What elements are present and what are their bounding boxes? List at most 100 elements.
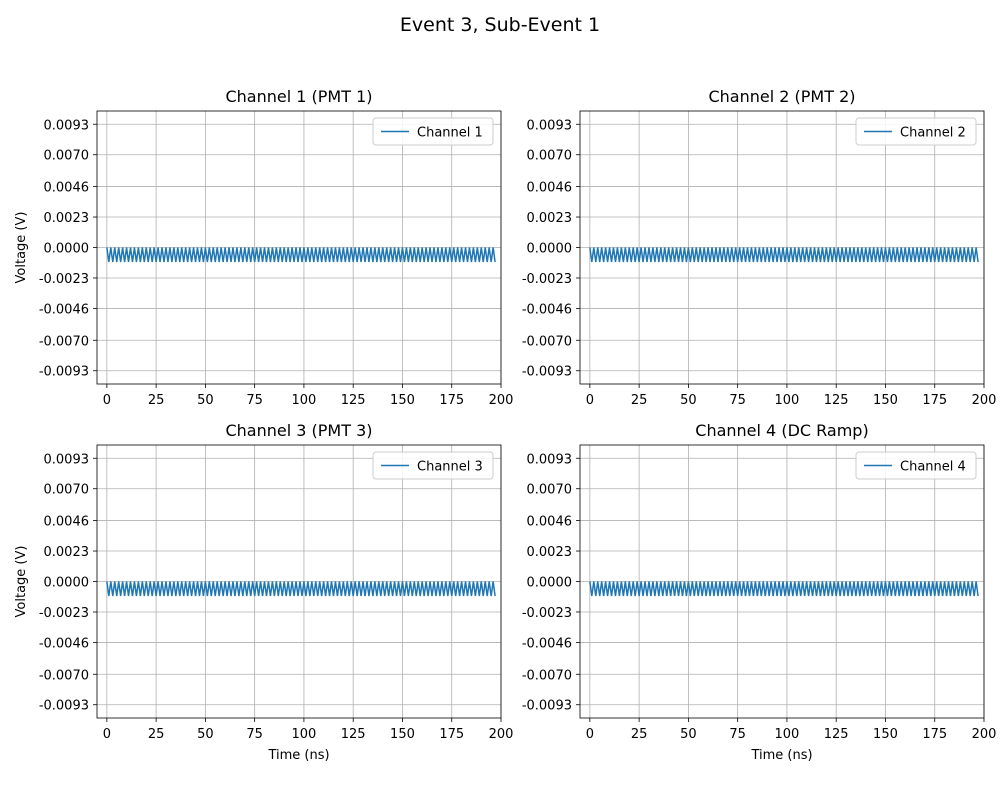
legend: Channel 2 (855, 117, 977, 146)
x-tick-label: 50 (680, 727, 697, 742)
chart-panel-2: 0 25 50 75 100 125 150 175 200 0.0093 0.0070 0.0046… (522, 87, 997, 408)
legend-box (372, 117, 494, 146)
x-tick-label: 25 (631, 393, 648, 408)
y-tick-label: -0.0070 (39, 668, 89, 683)
x-tick-label: 25 (631, 727, 648, 742)
series-line-channel-3 (106, 581, 496, 597)
y-tick-label: 0.0093 (527, 118, 573, 133)
y-tick-label: -0.0023 (39, 272, 89, 287)
chart-panel-1: 0 25 50 75 100 125 150 175 200 0.0093 0.0070 0.0046… (14, 87, 513, 408)
y-tick-label: -0.0070 (522, 668, 572, 683)
y-tick-label: 0.0070 (527, 483, 573, 498)
x-tick-label: 75 (729, 393, 746, 408)
x-tick-label: 0 (586, 727, 594, 742)
x-tick-label: 75 (729, 727, 746, 742)
x-tick-label: 150 (390, 727, 415, 742)
y-tick-label: -0.0093 (522, 699, 572, 714)
x-tick-label: 50 (680, 393, 697, 408)
y-tick-label: 0.0093 (44, 452, 90, 467)
y-tick-label: -0.0093 (39, 365, 89, 380)
chart-panel-3: 0 25 50 75 100 125 150 175 200 0.0093 0.0070 0.0046… (14, 421, 513, 763)
x-tick-label: 100 (775, 727, 800, 742)
legend-label: Channel 4 (900, 460, 966, 475)
y-tick-label: 0.0023 (527, 211, 573, 226)
x-tick-label: 200 (972, 393, 997, 408)
y-tick-label: 0.0000 (527, 242, 573, 257)
y-tick-label: 0.0046 (527, 515, 573, 530)
x-tick-label: 100 (775, 393, 800, 408)
y-tick-label: -0.0023 (522, 606, 572, 621)
legend-box (855, 117, 977, 146)
series-line-channel-4 (589, 581, 979, 597)
x-tick-label: 25 (148, 393, 165, 408)
legend-label: Channel 1 (417, 126, 483, 141)
y-tick-label: 0.0070 (527, 149, 573, 164)
chart-title: Channel 1 (PMT 1) (225, 87, 372, 106)
legend-label: Channel 3 (417, 460, 483, 475)
x-tick-label: 75 (246, 727, 263, 742)
y-tick-label: 0.0000 (44, 242, 90, 257)
x-tick-label: 125 (341, 393, 366, 408)
chart-title: Channel 2 (PMT 2) (708, 87, 855, 106)
y-tick-label: -0.0093 (39, 699, 89, 714)
y-tick-label: 0.0093 (44, 118, 90, 133)
x-tick-label: 175 (439, 727, 464, 742)
y-tick-label: -0.0023 (522, 272, 572, 287)
legend: Channel 3 (372, 451, 494, 480)
y-axis-label: Voltage (V) (14, 212, 29, 284)
chart-title: Channel 3 (PMT 3) (225, 421, 372, 440)
figure-title: Event 3, Sub-Event 1 (400, 14, 600, 36)
legend-box (372, 451, 494, 480)
y-tick-label: -0.0070 (522, 334, 572, 349)
y-tick-label: -0.0046 (522, 302, 572, 317)
series-line-channel-2 (589, 247, 979, 263)
y-axis-label: Voltage (V) (14, 546, 29, 618)
y-tick-label: -0.0023 (39, 606, 89, 621)
x-tick-label: 175 (922, 393, 947, 408)
y-tick-label: -0.0093 (522, 365, 572, 380)
x-axis-label: Time (ns) (750, 748, 812, 763)
y-tick-label: 0.0046 (527, 181, 573, 196)
y-tick-label: 0.0093 (527, 452, 573, 467)
chart-panel-4: 0 25 50 75 100 125 150 175 200 0.0093 0.0070 0.0046… (522, 421, 997, 763)
series-line-channel-1 (106, 247, 496, 263)
y-tick-label: -0.0046 (39, 302, 89, 317)
x-tick-label: 0 (103, 393, 111, 408)
legend-label: Channel 2 (900, 126, 966, 141)
x-tick-label: 150 (873, 727, 898, 742)
x-tick-label: 175 (439, 393, 464, 408)
x-tick-label: 0 (586, 393, 594, 408)
x-tick-label: 75 (246, 393, 263, 408)
chart-title: Channel 4 (DC Ramp) (695, 421, 868, 440)
y-tick-label: 0.0070 (44, 149, 90, 164)
y-tick-label: -0.0070 (39, 334, 89, 349)
y-tick-label: -0.0046 (522, 636, 572, 651)
x-tick-label: 125 (341, 727, 366, 742)
x-tick-label: 175 (922, 727, 947, 742)
x-tick-label: 50 (197, 393, 214, 408)
y-tick-label: 0.0046 (44, 181, 90, 196)
x-tick-label: 50 (197, 727, 214, 742)
x-tick-label: 200 (489, 393, 514, 408)
x-tick-label: 125 (824, 393, 849, 408)
x-tick-label: 0 (103, 727, 111, 742)
x-tick-label: 200 (489, 727, 514, 742)
y-tick-label: -0.0046 (39, 636, 89, 651)
y-tick-label: 0.0000 (527, 576, 573, 591)
legend-box (855, 451, 977, 480)
y-tick-label: 0.0070 (44, 483, 90, 498)
y-tick-label: 0.0046 (44, 515, 90, 530)
y-tick-label: 0.0023 (44, 211, 90, 226)
x-tick-label: 100 (292, 393, 317, 408)
y-tick-label: 0.0023 (527, 545, 573, 560)
x-tick-label: 125 (824, 727, 849, 742)
x-tick-label: 200 (972, 727, 997, 742)
y-tick-label: 0.0000 (44, 576, 90, 591)
x-tick-label: 100 (292, 727, 317, 742)
x-tick-label: 150 (390, 393, 415, 408)
y-tick-label: 0.0023 (44, 545, 90, 560)
x-tick-label: 25 (148, 727, 165, 742)
legend: Channel 1 (372, 117, 494, 146)
